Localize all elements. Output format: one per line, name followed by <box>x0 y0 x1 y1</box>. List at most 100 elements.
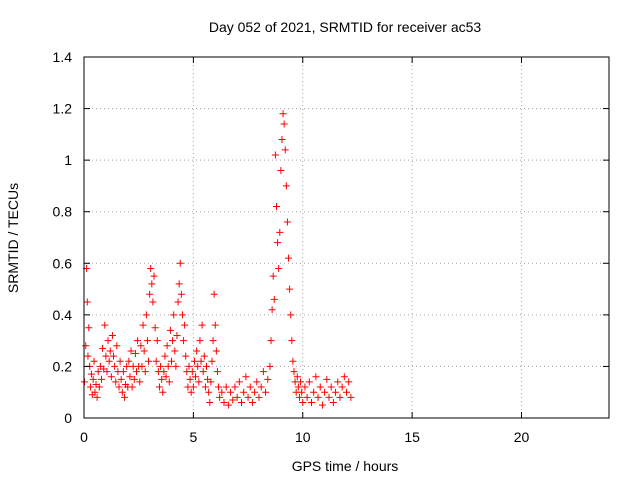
data-point <box>85 324 93 332</box>
grid-lines <box>84 57 609 418</box>
data-point <box>83 298 91 306</box>
tick-labels: 0 5 10 15 20 0 0.2 0.4 0.6 0.8 1 1.2 1.4 <box>53 49 530 445</box>
data-point <box>253 378 261 386</box>
data-point <box>112 378 120 386</box>
x-tick-label: 5 <box>189 429 197 445</box>
data-point <box>343 388 350 396</box>
data-point <box>181 321 189 329</box>
data-point <box>264 375 272 383</box>
data-point <box>99 344 107 352</box>
data-point <box>195 378 203 386</box>
data-point <box>266 362 274 370</box>
data-point <box>161 352 169 360</box>
data-point <box>327 383 335 391</box>
plot-frame <box>83 56 610 419</box>
data-point <box>197 357 205 365</box>
data-point <box>137 342 145 350</box>
y-tick-label: 0.2 <box>53 358 73 374</box>
data-points <box>80 110 355 409</box>
data-point <box>227 388 235 396</box>
data-point <box>255 393 263 401</box>
data-point <box>187 388 195 396</box>
data-point <box>345 378 353 386</box>
data-point <box>98 375 105 383</box>
data-point <box>240 388 248 396</box>
data-point <box>222 383 230 391</box>
data-point <box>146 290 154 298</box>
data-point <box>224 401 232 409</box>
y-axis-title: SRMTID / TECUs <box>5 183 21 293</box>
data-point <box>175 280 183 288</box>
data-point <box>286 285 294 293</box>
data-point <box>177 290 185 298</box>
data-point <box>134 337 142 345</box>
data-point <box>338 383 346 391</box>
data-point <box>246 383 254 391</box>
data-point <box>212 347 220 355</box>
data-point <box>282 182 290 190</box>
data-point <box>209 337 217 345</box>
data-point <box>185 362 193 370</box>
data-point <box>207 378 215 386</box>
data-point <box>166 326 174 334</box>
data-point <box>168 357 175 365</box>
data-point <box>143 337 151 345</box>
data-point <box>290 368 298 376</box>
data-point <box>208 357 216 365</box>
data-point <box>118 388 126 396</box>
data-point <box>199 368 207 376</box>
data-point <box>242 373 250 381</box>
data-point <box>159 388 167 396</box>
data-point <box>120 393 128 401</box>
y-tick-label: 1 <box>64 152 72 168</box>
data-point <box>192 373 200 381</box>
data-point <box>169 337 177 345</box>
data-point <box>288 337 296 345</box>
data-point <box>130 375 138 383</box>
data-point <box>220 399 228 407</box>
data-point <box>312 373 320 381</box>
data-point <box>198 321 206 329</box>
data-point <box>162 373 170 381</box>
data-point <box>321 388 329 396</box>
data-point <box>289 357 297 365</box>
data-point <box>152 357 160 365</box>
data-point <box>340 373 348 381</box>
data-point <box>87 370 95 378</box>
data-point <box>111 362 119 370</box>
data-point <box>102 352 110 360</box>
data-point <box>210 290 218 298</box>
data-point <box>126 373 134 381</box>
data-point <box>193 347 201 355</box>
data-point <box>186 375 194 383</box>
data-point <box>273 203 280 211</box>
data-point <box>165 378 173 386</box>
data-point <box>316 383 324 391</box>
data-point <box>231 383 239 391</box>
data-point <box>107 373 115 381</box>
data-point <box>347 393 355 401</box>
x-tick-label: 15 <box>404 429 420 445</box>
data-point <box>294 383 302 391</box>
data-point <box>173 331 181 339</box>
data-point <box>155 383 163 391</box>
data-point <box>200 352 208 360</box>
data-point <box>257 383 265 391</box>
data-point <box>281 146 289 154</box>
data-point <box>158 375 166 383</box>
data-point <box>271 151 279 159</box>
data-point <box>196 337 204 345</box>
data-point <box>213 368 221 376</box>
data-point <box>147 264 155 272</box>
data-point <box>125 357 133 365</box>
data-point <box>138 362 146 370</box>
data-point <box>203 362 210 370</box>
data-point <box>149 298 157 306</box>
data-point <box>262 388 270 396</box>
data-point <box>329 399 337 407</box>
x-tick-label: 10 <box>295 429 311 445</box>
data-point <box>238 399 245 407</box>
data-point <box>84 352 92 360</box>
data-point <box>301 383 309 391</box>
